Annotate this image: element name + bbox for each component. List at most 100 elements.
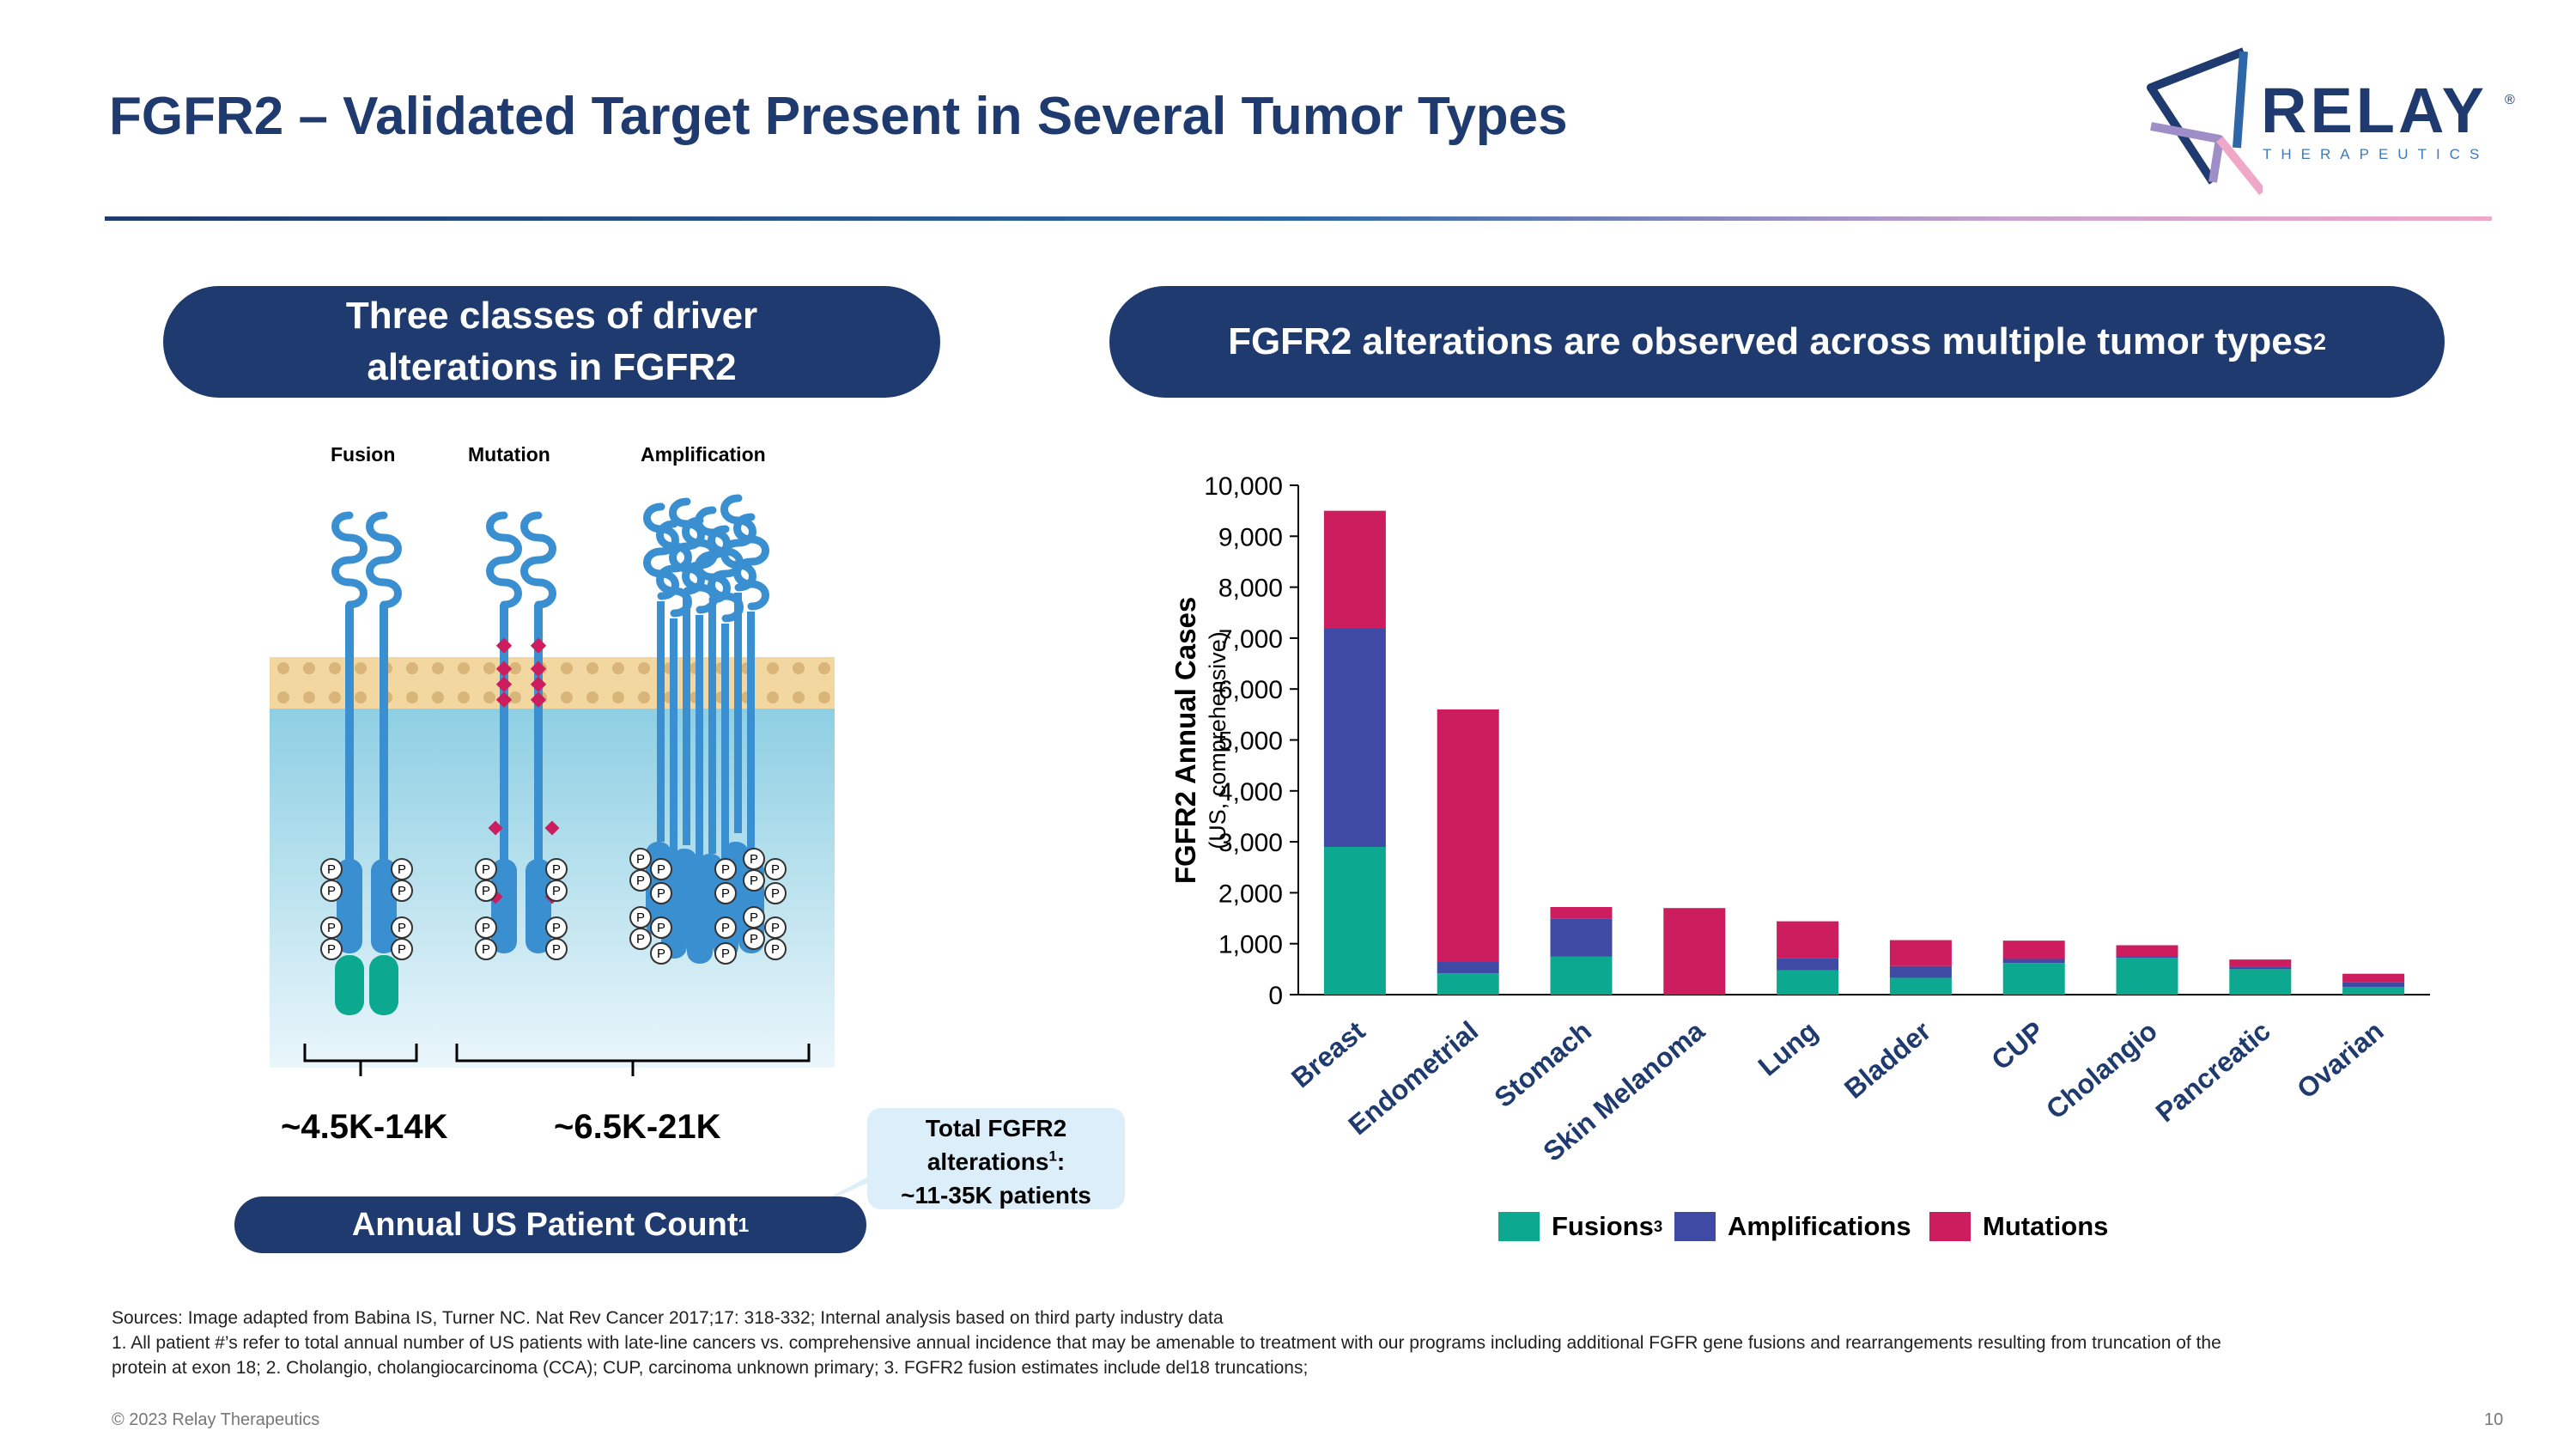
y-tick-label: 6,000 [1218, 676, 1283, 704]
p-label: P [636, 932, 645, 947]
logo-tagline: THERAPEUTICS [2263, 146, 2489, 162]
y-tick-label: 9,000 [1218, 523, 1283, 551]
bar-mutations-cholangio [2116, 945, 2178, 957]
p-label: P [657, 921, 665, 935]
bar-fusions-pancreatic [2229, 969, 2292, 995]
y-tick-label: 8,000 [1218, 575, 1283, 603]
bar-fusions-lung [1777, 970, 1839, 995]
patient-count-label: Annual US Patient Count [351, 1206, 738, 1243]
tumor-types-header-text: FGFR2 alterations are observed across mu… [1228, 320, 2314, 362]
bar-mutations-breast [1323, 510, 1386, 629]
p-label: P [327, 884, 336, 898]
bar-mutations-pancreatic [2229, 959, 2292, 967]
fusion-bracket [303, 1044, 418, 1076]
callout-line1: Total FGFR2 [925, 1115, 1067, 1142]
p-label: P [552, 862, 561, 877]
p-label: P [771, 862, 780, 877]
logo-registered: ® [2505, 93, 2515, 107]
logo-wordmark: RELAY [2261, 75, 2488, 146]
x-tick-label: Pancreatic [2150, 1015, 2276, 1129]
bar-amplifications-stomach [1550, 918, 1613, 957]
legend-amplifications-swatch [1674, 1212, 1716, 1241]
bar-amplifications-ovarian [2342, 982, 2405, 988]
x-tick-label: Breast [1285, 1015, 1371, 1094]
y-tick-label: 5,000 [1218, 728, 1283, 756]
p-label: P [327, 862, 336, 877]
x-tick-label: Cholangio [2040, 1015, 2163, 1125]
label-amplification: Amplification [641, 443, 766, 466]
p-label: P [657, 947, 665, 961]
legend-fusions-label: Fusions [1552, 1211, 1654, 1241]
y-axis-title: FGFR2 Annual Cases [1170, 597, 1201, 884]
fusion-receptor [335, 515, 398, 1015]
y-tick-label: 7,000 [1218, 625, 1283, 654]
x-tick-label: Stomach [1488, 1015, 1597, 1113]
callout-line2-text: alterations [927, 1148, 1049, 1175]
fusion-range: ~4.5K-14K [281, 1108, 448, 1146]
p-label: P [482, 862, 490, 877]
p-label: P [482, 942, 490, 957]
legend-amplifications: Amplifications [1674, 1211, 1911, 1242]
legend-mutations-label: Mutations [1983, 1211, 2109, 1241]
callout-line2-sup: 1 [1048, 1148, 1057, 1165]
phospho-sites: P P P P P P P P P P P P P P P P P P P P … [320, 848, 787, 965]
mutation-amp-bracket [455, 1044, 811, 1076]
p-label: P [771, 942, 780, 957]
bar-amplifications-lung [1777, 958, 1839, 971]
p-label: P [721, 921, 730, 935]
bar-mutations-ovarian [2342, 973, 2405, 983]
p-label: P [721, 862, 730, 877]
y-tick-label: 2,000 [1218, 880, 1283, 908]
driver-alterations-header: Three classes of driver alterations in F… [163, 286, 940, 398]
bar-fusions-cup [2002, 963, 2065, 995]
legend-fusions: Fusions 3 [1498, 1211, 1662, 1242]
y-tick-label: 10,000 [1204, 472, 1283, 501]
bar-mutations-stomach [1550, 907, 1613, 919]
page-title: FGFR2 – Validated Target Present in Seve… [109, 87, 1568, 146]
label-mutation: Mutation [468, 443, 550, 466]
legend-mutations-swatch [1929, 1212, 1971, 1241]
p-label: P [657, 862, 665, 877]
total-alterations-callout: Total FGFR2 alterations1: ~11-35K patien… [867, 1108, 1125, 1209]
p-label: P [482, 921, 490, 935]
legend-fusions-swatch [1498, 1212, 1540, 1241]
bar-fusions-breast [1323, 847, 1386, 995]
copyright: © 2023 Relay Therapeutics [112, 1410, 320, 1429]
p-label: P [750, 874, 758, 888]
x-tick-label: Lung [1753, 1015, 1824, 1082]
p-label: P [398, 921, 406, 935]
p-label: P [636, 852, 645, 867]
fgfr2-receptor-diagram: P P P P P P P P P P P P P P P P P P P P … [270, 472, 835, 1076]
bar-mutations-skin-melanoma [1663, 908, 1726, 995]
patient-count-pill: Annual US Patient Count 1 [234, 1196, 866, 1253]
driver-alterations-header-line2: alterations in FGFR2 [367, 346, 737, 388]
bar-amplifications-cholangio [2116, 956, 2178, 959]
bar-mutations-endometrial [1437, 709, 1499, 962]
y-axis-subtitle: (US, comprehensive) [1205, 631, 1230, 849]
bar-fusions-stomach [1550, 956, 1613, 995]
bar-fusions-ovarian [2342, 987, 2405, 995]
page-number: 10 [2484, 1410, 2504, 1429]
p-label: P [398, 862, 406, 877]
p-label: P [552, 921, 561, 935]
legend-mutations: Mutations [1929, 1211, 2108, 1242]
footnote-1: 1. All patient #’s refer to total annual… [112, 1333, 2221, 1353]
bar-amplifications-pancreatic [2229, 966, 2292, 970]
mutation-amp-range: ~6.5K-21K [554, 1108, 721, 1146]
bar-mutations-lung [1777, 921, 1839, 959]
p-label: P [721, 886, 730, 901]
tumor-types-header: FGFR2 alterations are observed across mu… [1109, 286, 2445, 398]
p-label: P [552, 942, 561, 957]
p-label: P [657, 886, 665, 901]
callout-line2-colon: : [1056, 1148, 1066, 1175]
p-label: P [771, 886, 780, 901]
bar-amplifications-cup [2002, 959, 2065, 964]
x-tick-label: Ovarian [2291, 1015, 2389, 1105]
y-tick-label: 3,000 [1218, 829, 1283, 857]
p-label: P [771, 921, 780, 935]
y-tick-label: 1,000 [1218, 931, 1283, 959]
mutation-receptor [489, 515, 560, 953]
p-label: P [636, 874, 645, 888]
p-label: P [482, 884, 490, 898]
p-label: P [398, 942, 406, 957]
